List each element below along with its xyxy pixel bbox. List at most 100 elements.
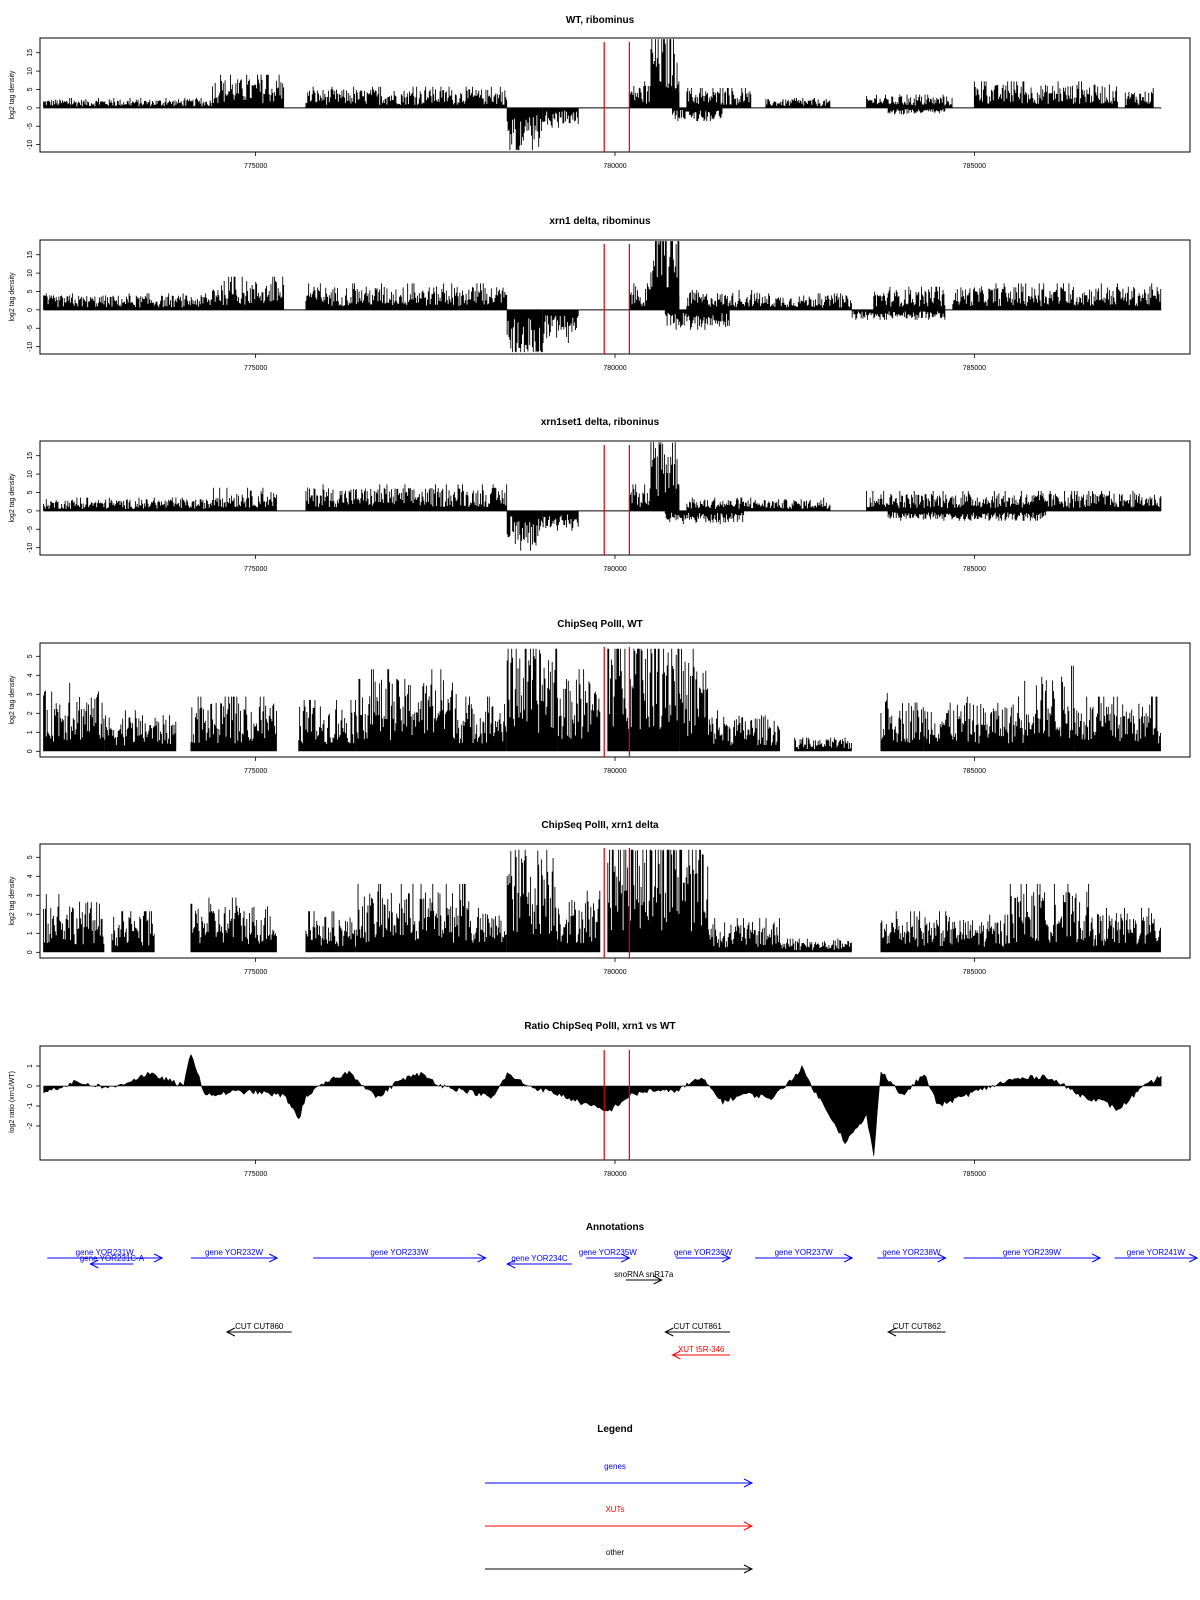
density-bars [880,911,953,953]
density-bars [973,81,1118,108]
density-bars [557,890,601,953]
legend-item: XUTs [485,1505,754,1531]
arrow-right-icon [653,1275,663,1285]
density-bars [355,669,457,752]
x-tick-label: 775000 [244,1171,267,1178]
density-bars [355,883,471,953]
y-tick-label: -5 [27,526,34,532]
feature-label: gene YOR234C [511,1254,568,1263]
feature-label: XUT t5R-346 [678,1345,725,1354]
annotations-title: Annotations [586,1222,645,1233]
arrow-left-icon [664,1327,674,1337]
y-tick-label: 0 [27,950,34,954]
panel-title: ChipSeq PolII, xrn1 delta [541,820,659,831]
y-tick-label: 10 [27,67,34,75]
feature-label: gene YOR239W [1003,1248,1062,1257]
plot-frame [39,440,1191,556]
density-bars [880,693,924,752]
data-bars [43,648,1161,752]
feature-other: snoRNA snR17a [614,1270,674,1285]
feature-label: gene YOR241W [1127,1248,1186,1257]
y-tick-label: -2 [27,1123,34,1129]
x-tick-label: 780000 [603,969,626,976]
arrow-right-icon [843,1253,854,1263]
density-bars [758,293,852,310]
feature-label: gene YOR237W [775,1248,834,1257]
y-axis-label: log2 tag density [9,675,16,725]
feature-label: gene YOR231W [76,1248,135,1257]
feature-label: gene YOR238W [882,1248,941,1257]
panel-ratio: Ratio ChipSeq PolII, xrn1 vs WT log2 rat… [9,1021,1191,1178]
y-tick-label: 1 [27,931,34,935]
y-tick-label: -10 [27,542,34,552]
density-bars [1024,665,1075,752]
density-bars [952,914,1010,953]
y-tick-label: 5 [27,654,34,658]
panel-title: ChipSeq PolII, WT [557,619,643,630]
y-tick-label: 15 [27,251,34,259]
feature-label: snoRNA snR17a [614,1270,674,1279]
density-bars [707,710,780,752]
x-tick-label: 775000 [244,566,267,573]
panel-title: Ratio ChipSeq PolII, xrn1 vs WT [524,1021,675,1032]
panel-chipseq-xrn1: ChipSeq PolII, xrn1 delta log2 tag densi… [9,820,1191,976]
legend-label: XUTs [605,1505,624,1514]
feature-other: CUT CUT861 [664,1322,730,1337]
y-tick-label: 5 [27,855,34,859]
legend-label: other [606,1548,625,1557]
feature-label: gene YOR235W [579,1248,638,1257]
data-bars [43,442,1162,551]
feature-gene: gene YOR231C-A [80,1254,145,1269]
x-tick-label: 775000 [244,768,267,775]
feature-label: CUT CUT861 [674,1322,723,1331]
arrow-left-icon [506,1259,516,1269]
y-tick-label: 0 [27,106,34,110]
feature-label: gene YOR233W [370,1248,429,1257]
arrow-left-icon [671,1350,681,1360]
density-bars [212,74,285,108]
arrow-right-icon [1091,1253,1102,1263]
density-bars [506,107,543,151]
density-bars [506,309,543,353]
legend-item: genes [485,1462,754,1488]
density-bars [506,510,543,551]
arrow-right-icon [1188,1253,1199,1263]
density-bars [542,510,579,531]
density-bars [679,648,709,752]
feature-gene: gene YOR237W [755,1248,854,1263]
density-bars [873,286,946,310]
ratio-area [43,1053,1162,1157]
density-bars [664,510,745,525]
density-bars [43,293,213,310]
density-bars [686,497,831,511]
density-bars [470,907,507,953]
feature-gene: gene YOR241W [1114,1248,1199,1263]
feature-gene: gene YOR231W [47,1248,164,1263]
x-tick-label: 785000 [963,566,986,573]
panel-chipseq-wt: ChipSeq PolII, WT log2 tag density 0 1 2 3 4… [9,619,1191,775]
data-bars [43,241,1162,353]
density-bars [212,487,277,511]
x-tick-label: 785000 [963,768,986,775]
panel-xrn1set1-ribominus: xrn1set1 delta, riboninus log2 tag densi… [9,417,1191,573]
y-tick-label: 5 [27,490,34,494]
feature-other: CUT CUT860 [225,1322,292,1337]
y-tick-label: 2 [27,711,34,715]
density-bars [506,648,558,752]
legend-item: other [485,1548,754,1574]
arrow-right-icon [153,1253,164,1263]
panel-title: xrn1 delta, ribominus [549,216,651,227]
y-tick-label: 2 [27,912,34,916]
x-tick-label: 775000 [244,969,267,976]
density-bars [542,107,579,128]
y-tick-label: -10 [27,341,34,351]
y-tick-label: -10 [27,139,34,149]
arrow-right-icon [743,1564,754,1574]
y-tick-label: 1 [27,730,34,734]
x-tick-label: 785000 [963,1171,986,1178]
density-bars [1088,907,1161,953]
y-tick-label: 0 [27,308,34,312]
feature-label: CUT CUT862 [893,1322,942,1331]
density-bars [1074,696,1161,752]
